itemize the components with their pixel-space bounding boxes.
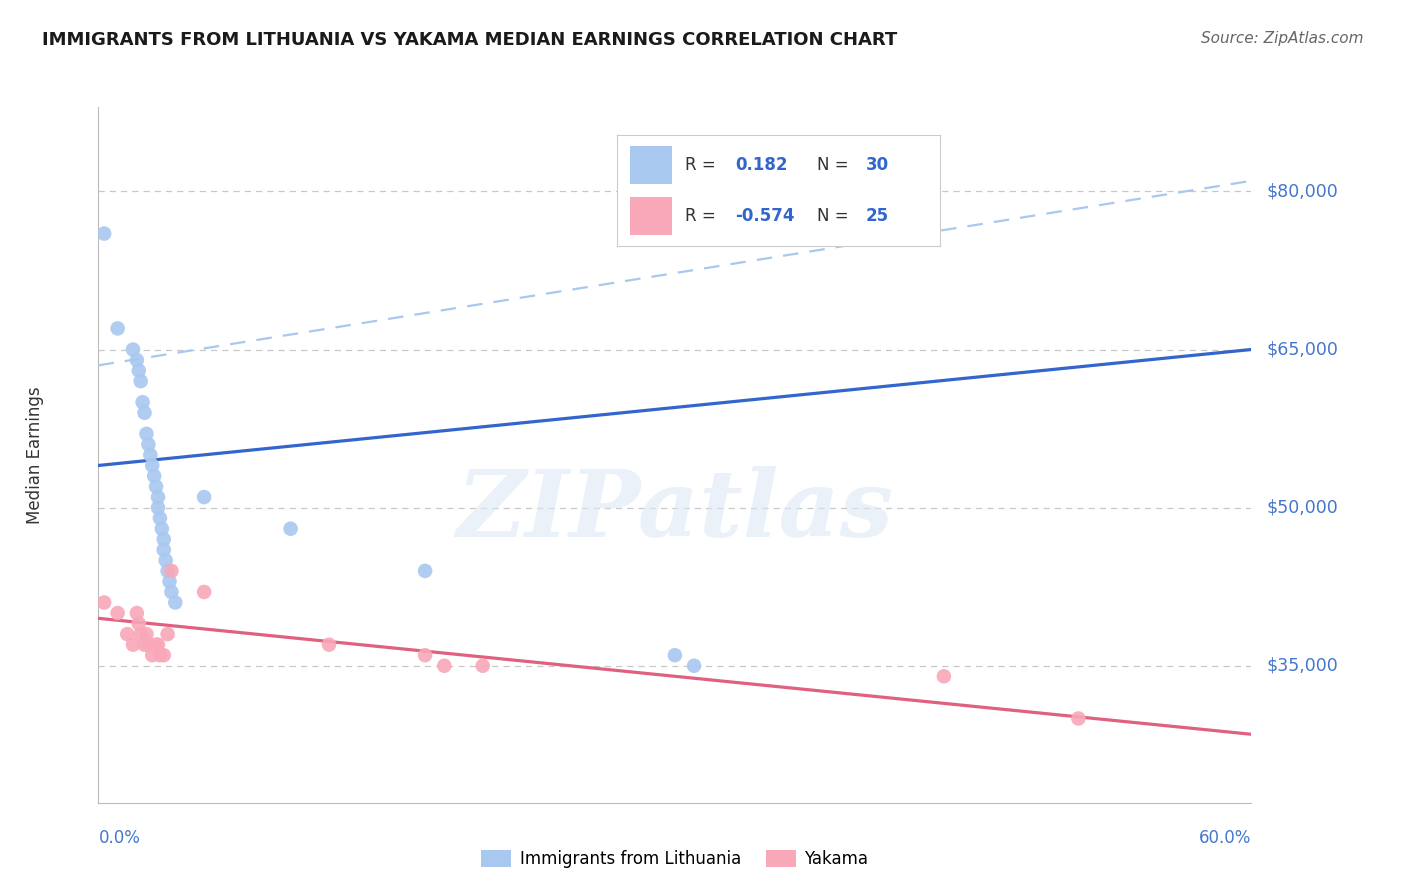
Text: 30: 30 bbox=[866, 156, 889, 174]
Text: 0.182: 0.182 bbox=[735, 156, 787, 174]
Point bbox=[683, 658, 706, 673]
Text: N =: N = bbox=[817, 156, 849, 174]
Point bbox=[152, 533, 174, 547]
Point bbox=[1067, 711, 1090, 725]
Point bbox=[318, 638, 340, 652]
Text: 0.0%: 0.0% bbox=[98, 830, 141, 847]
Text: R =: R = bbox=[685, 156, 716, 174]
Text: IMMIGRANTS FROM LITHUANIA VS YAKAMA MEDIAN EARNINGS CORRELATION CHART: IMMIGRANTS FROM LITHUANIA VS YAKAMA MEDI… bbox=[42, 31, 897, 49]
Text: R =: R = bbox=[685, 207, 716, 225]
Bar bbox=[630, 197, 672, 235]
Point bbox=[664, 648, 686, 663]
Point bbox=[125, 353, 148, 368]
Point bbox=[159, 574, 181, 589]
Point bbox=[143, 469, 166, 483]
Point bbox=[125, 606, 148, 620]
Text: 25: 25 bbox=[866, 207, 889, 225]
Point bbox=[129, 627, 152, 641]
Point bbox=[139, 638, 162, 652]
Point bbox=[156, 564, 179, 578]
Point bbox=[146, 638, 169, 652]
Point bbox=[280, 522, 302, 536]
Point bbox=[155, 553, 177, 567]
Point bbox=[165, 595, 187, 609]
Point bbox=[93, 595, 115, 609]
Point bbox=[135, 426, 157, 441]
Text: -0.574: -0.574 bbox=[735, 207, 794, 225]
Text: 60.0%: 60.0% bbox=[1199, 830, 1251, 847]
Point bbox=[149, 511, 172, 525]
Point bbox=[146, 500, 169, 515]
Point bbox=[150, 522, 173, 536]
Point bbox=[107, 606, 129, 620]
Point bbox=[93, 227, 115, 241]
Point bbox=[146, 490, 169, 504]
Point bbox=[131, 395, 153, 409]
Point bbox=[413, 648, 436, 663]
Point bbox=[471, 658, 494, 673]
Point bbox=[932, 669, 955, 683]
Point bbox=[141, 648, 163, 663]
Point bbox=[129, 374, 152, 388]
Text: Median Earnings: Median Earnings bbox=[25, 386, 44, 524]
Point bbox=[413, 564, 436, 578]
Point bbox=[138, 437, 160, 451]
Text: $65,000: $65,000 bbox=[1267, 341, 1339, 359]
Point bbox=[134, 406, 156, 420]
Point bbox=[107, 321, 129, 335]
Point bbox=[160, 585, 183, 599]
Point bbox=[128, 616, 150, 631]
Point bbox=[160, 564, 183, 578]
Bar bbox=[630, 146, 672, 184]
Point bbox=[149, 648, 172, 663]
Point bbox=[122, 343, 145, 357]
Text: N =: N = bbox=[817, 207, 849, 225]
Point bbox=[138, 638, 160, 652]
Point bbox=[139, 448, 162, 462]
Point bbox=[193, 490, 215, 504]
Point bbox=[145, 638, 167, 652]
Text: $80,000: $80,000 bbox=[1267, 182, 1339, 201]
Point bbox=[433, 658, 456, 673]
Point bbox=[193, 585, 215, 599]
Point bbox=[122, 638, 145, 652]
Text: Source: ZipAtlas.com: Source: ZipAtlas.com bbox=[1201, 31, 1364, 46]
Point bbox=[152, 648, 174, 663]
Text: $35,000: $35,000 bbox=[1267, 657, 1339, 674]
Text: ZIPatlas: ZIPatlas bbox=[457, 466, 893, 556]
Point bbox=[134, 638, 156, 652]
Point bbox=[152, 542, 174, 557]
Point bbox=[135, 627, 157, 641]
Text: $50,000: $50,000 bbox=[1267, 499, 1339, 516]
Point bbox=[145, 479, 167, 493]
Point bbox=[128, 363, 150, 377]
Point bbox=[156, 627, 179, 641]
Point bbox=[141, 458, 163, 473]
Legend: Immigrants from Lithuania, Yakama: Immigrants from Lithuania, Yakama bbox=[475, 843, 875, 874]
Point bbox=[117, 627, 138, 641]
